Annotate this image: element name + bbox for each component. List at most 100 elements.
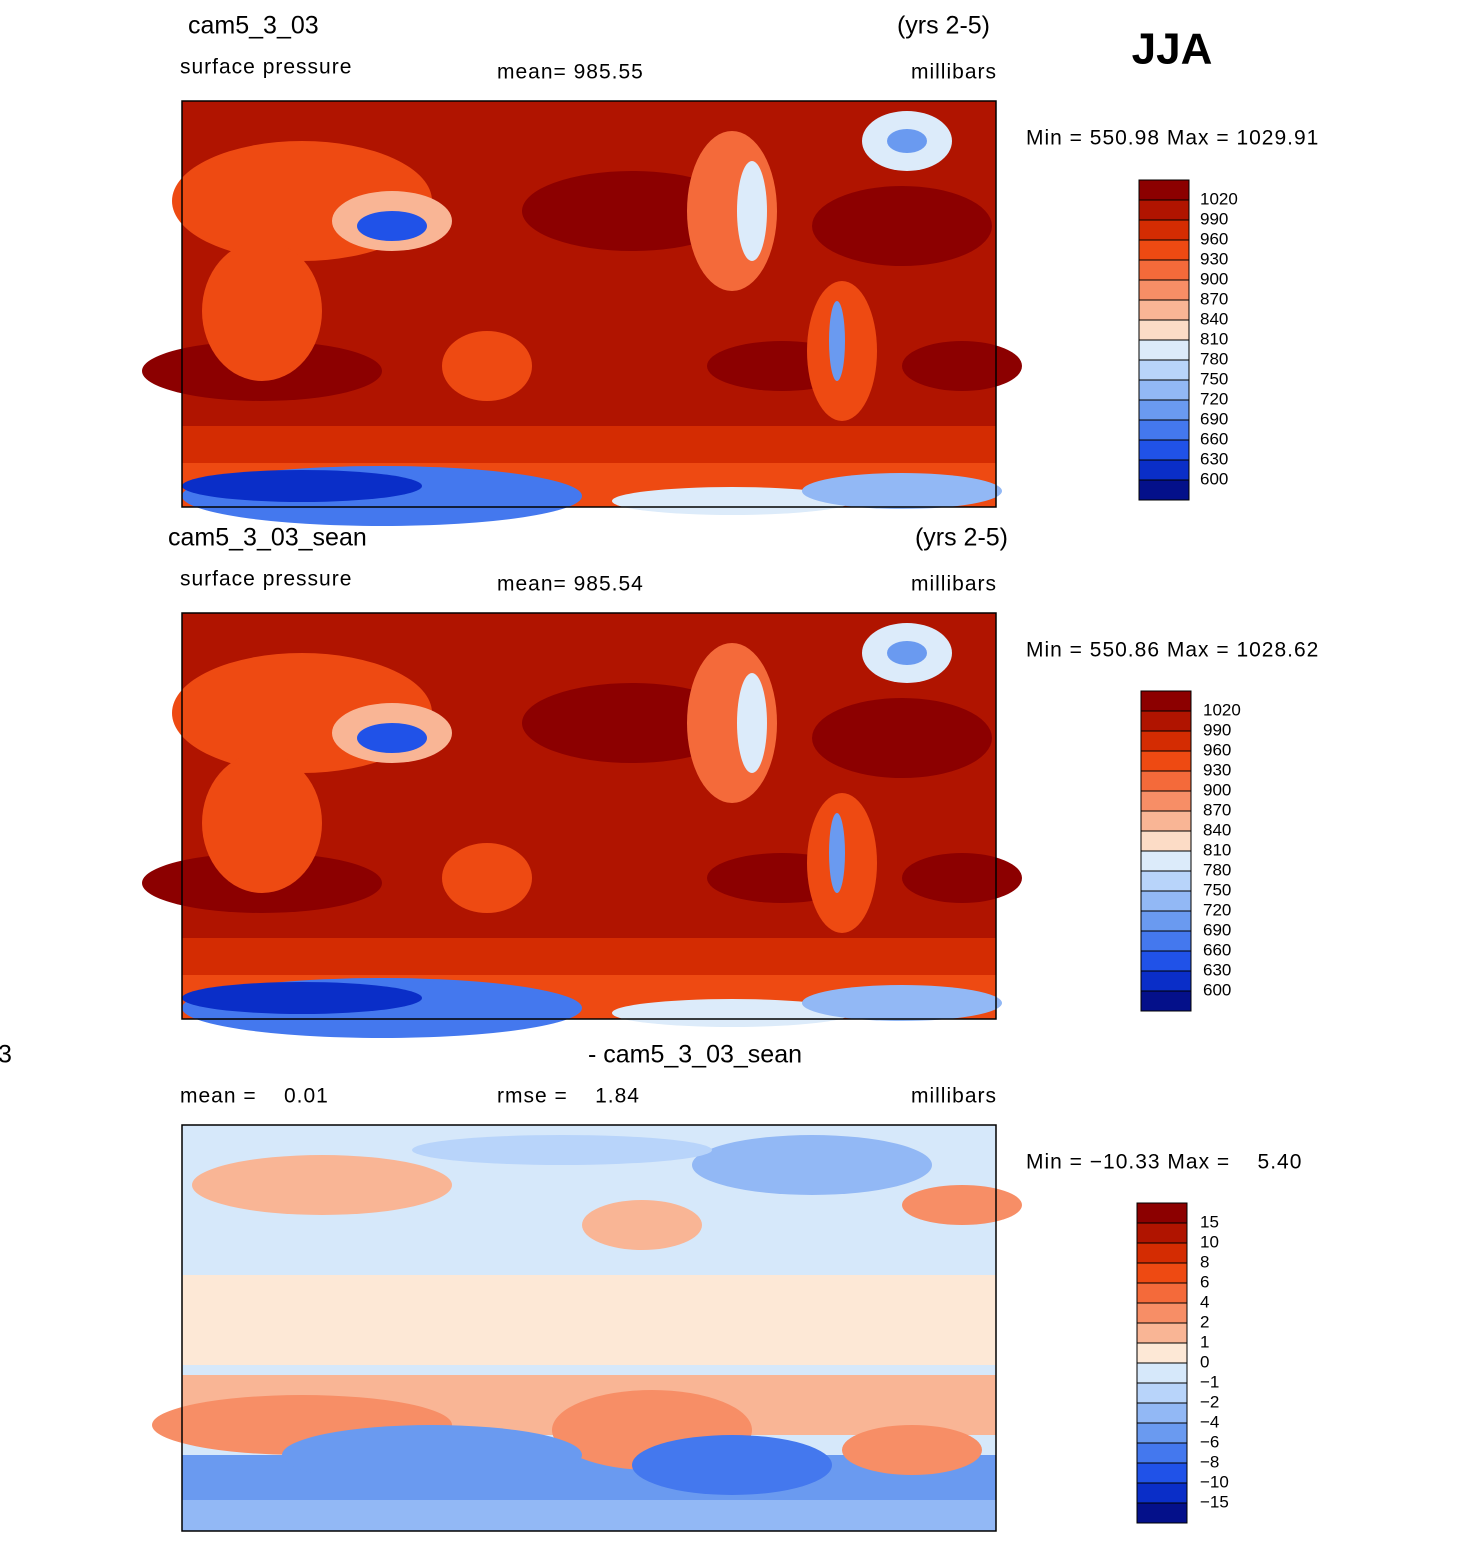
min-max: Min = −10.33 Max = 5.40 bbox=[1026, 1151, 1302, 1174]
map-frame bbox=[181, 1124, 997, 1532]
colorbar-label: 10 bbox=[1200, 1232, 1219, 1251]
colorbar-label: 720 bbox=[1203, 900, 1231, 919]
colorbar-box bbox=[1140, 850, 1192, 872]
map-shape bbox=[737, 161, 767, 261]
map-shape bbox=[802, 473, 1002, 509]
case-title: 3 bbox=[0, 1041, 12, 1069]
map-shape bbox=[902, 341, 1022, 391]
colorbar-label: 900 bbox=[1200, 269, 1228, 288]
colorbar-box bbox=[1138, 479, 1190, 501]
colorbar-label: −2 bbox=[1200, 1392, 1219, 1411]
colorbar-box bbox=[1136, 1342, 1188, 1364]
colorbar-label: 870 bbox=[1200, 289, 1228, 308]
mean: mean= 985.55 bbox=[497, 61, 644, 84]
colorbar-box bbox=[1138, 399, 1190, 421]
colorbar-box bbox=[1136, 1282, 1188, 1304]
case-title: - cam5_3_03_sean bbox=[588, 1041, 802, 1069]
colorbar-box bbox=[1138, 239, 1190, 261]
colorbar-box bbox=[1140, 750, 1192, 772]
map-shape bbox=[412, 1135, 712, 1165]
colorbar-box bbox=[1136, 1242, 1188, 1264]
map-shape bbox=[612, 487, 852, 515]
colorbar-box bbox=[1140, 830, 1192, 852]
case-title: cam5_3_03_sean bbox=[168, 524, 367, 552]
min-max: Min = 550.86 Max = 1028.62 bbox=[1026, 639, 1319, 662]
colorbar-box bbox=[1140, 930, 1192, 952]
map-shape bbox=[182, 470, 422, 502]
map-shape bbox=[442, 843, 532, 913]
colorbar-box bbox=[1140, 790, 1192, 812]
colorbar-label: 630 bbox=[1203, 960, 1231, 979]
map-shape bbox=[829, 301, 845, 381]
colorbar-box bbox=[1136, 1322, 1188, 1344]
colorbar-label: 1 bbox=[1200, 1332, 1209, 1351]
colorbar-label: 780 bbox=[1203, 860, 1231, 879]
map-shape bbox=[842, 1425, 982, 1475]
map-shape bbox=[182, 982, 422, 1014]
colorbar-box bbox=[1136, 1222, 1188, 1244]
map-shape bbox=[902, 853, 1022, 903]
colorbar-box bbox=[1140, 950, 1192, 972]
colorbar-box bbox=[1136, 1442, 1188, 1464]
map-shape bbox=[182, 1500, 996, 1531]
map-shape bbox=[829, 813, 845, 893]
colorbar-label: 1020 bbox=[1203, 700, 1241, 719]
mean: mean = 0.01 bbox=[180, 1085, 329, 1108]
colorbar-label: 750 bbox=[1203, 880, 1231, 899]
map-shape bbox=[442, 331, 532, 401]
map-shape bbox=[357, 723, 427, 753]
colorbar-box bbox=[1140, 810, 1192, 832]
colorbar-label: 1020 bbox=[1200, 189, 1238, 208]
colorbar-label: 660 bbox=[1200, 429, 1228, 448]
colorbar-box bbox=[1140, 910, 1192, 932]
colorbar-label: 15 bbox=[1200, 1212, 1219, 1231]
map-shape bbox=[582, 1200, 702, 1250]
colorbar-box bbox=[1136, 1382, 1188, 1404]
units: millibars bbox=[911, 573, 997, 596]
colorbar-label: −6 bbox=[1200, 1432, 1219, 1451]
colorbar-box bbox=[1136, 1502, 1188, 1524]
colorbar-box bbox=[1138, 439, 1190, 461]
map-shape bbox=[812, 186, 992, 266]
season: JJA bbox=[1132, 25, 1213, 74]
map-shape bbox=[887, 641, 927, 665]
colorbar-label: 750 bbox=[1200, 369, 1228, 388]
colorbar-label: 4 bbox=[1200, 1292, 1209, 1311]
colorbar-box bbox=[1138, 459, 1190, 481]
map-frame bbox=[181, 100, 997, 508]
colorbar-label: 990 bbox=[1200, 209, 1228, 228]
colorbar-label: 930 bbox=[1203, 760, 1231, 779]
colorbar-label: 630 bbox=[1200, 449, 1228, 468]
colorbar-box bbox=[1140, 690, 1192, 712]
colorbar-box bbox=[1138, 359, 1190, 381]
map-shape bbox=[522, 683, 742, 763]
colorbar-label: −4 bbox=[1200, 1412, 1219, 1431]
map-shape bbox=[902, 1185, 1022, 1225]
colorbar-label: 780 bbox=[1200, 349, 1228, 368]
colorbar-box bbox=[1138, 299, 1190, 321]
colorbar-label: 930 bbox=[1200, 249, 1228, 268]
colorbar-label: 990 bbox=[1203, 720, 1231, 739]
map bbox=[142, 100, 1022, 526]
colorbar-label: −1 bbox=[1200, 1372, 1219, 1391]
colorbar-label: 690 bbox=[1200, 409, 1228, 428]
colorbar-label: −10 bbox=[1200, 1472, 1229, 1491]
map-shape bbox=[812, 698, 992, 778]
colorbar-label: 840 bbox=[1200, 309, 1228, 328]
variable: surface pressure bbox=[180, 56, 352, 79]
variable: surface pressure bbox=[180, 568, 352, 591]
map-shape bbox=[192, 1155, 452, 1215]
colorbar-label: 2 bbox=[1200, 1312, 1209, 1331]
map-shape bbox=[202, 241, 322, 381]
units: millibars bbox=[911, 1085, 997, 1108]
colorbar-label: −8 bbox=[1200, 1452, 1219, 1471]
colorbar-box bbox=[1140, 870, 1192, 892]
map-shape bbox=[692, 1135, 932, 1195]
colorbar-box bbox=[1138, 319, 1190, 341]
colorbar-label: 720 bbox=[1200, 389, 1228, 408]
colorbar-box bbox=[1136, 1202, 1188, 1224]
years: (yrs 2-5) bbox=[915, 524, 1008, 552]
colorbar-box bbox=[1136, 1262, 1188, 1284]
map-shape bbox=[522, 171, 742, 251]
